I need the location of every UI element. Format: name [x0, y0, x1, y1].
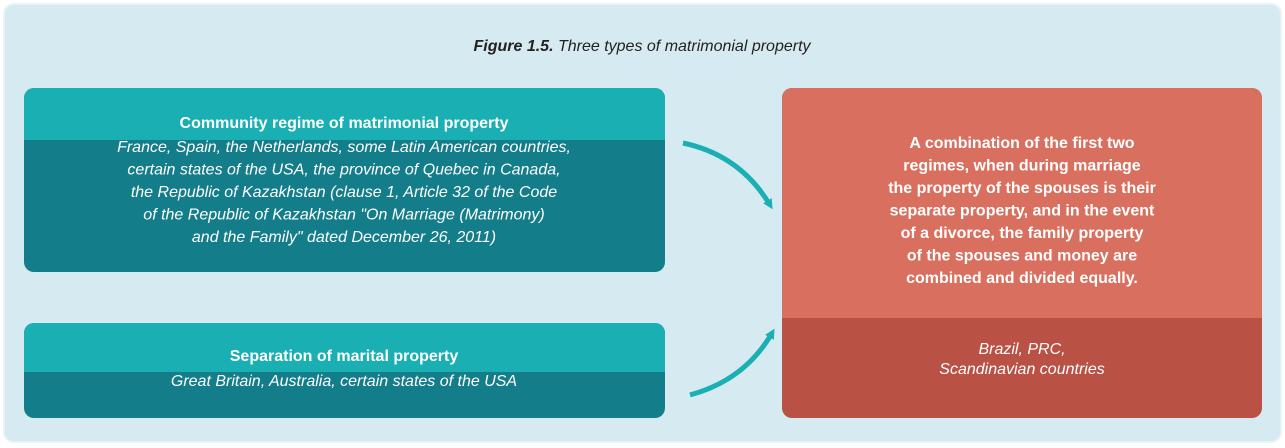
box-text: France, Spain, the Netherlands, some Lat… — [117, 139, 571, 156]
figure-text: Three types of matrimonial property — [558, 38, 812, 55]
box-text: the Republic of Kazakhstan (clause 1, Ar… — [131, 184, 557, 201]
box-2 — [24, 323, 665, 418]
arrow — [682, 140, 773, 210]
box-title: regimes, when during marriage — [903, 158, 1141, 175]
box-text: Brazil, PRC, — [978, 341, 1065, 358]
box-text: Scandinavian countries — [939, 361, 1104, 378]
box-text: and the Family" dated December 26, 2011) — [192, 229, 496, 246]
box-title: separate property, and in the event — [890, 203, 1155, 220]
box-title: Separation of marital property — [230, 348, 459, 365]
box-text: Great Britain, Australia, certain states… — [171, 373, 517, 390]
box-text: certain states of the USA, the province … — [127, 162, 560, 179]
box-text: of the Republic of Kazakhstan "On Marria… — [143, 207, 544, 224]
box-title: Community regime of matrimonial property — [180, 115, 509, 132]
box-title: of a divorce, the family property — [901, 225, 1144, 242]
box-1 — [24, 88, 665, 272]
box-title: the property of the spouses is their — [888, 180, 1156, 197]
figure-title: Figure 1.5. Three types of matrimonial p… — [473, 38, 811, 55]
box-title: of the spouses and money are — [907, 248, 1137, 265]
box-3 — [782, 88, 1262, 418]
box-title: combined and divided equally. — [906, 270, 1138, 287]
arrow — [689, 328, 775, 398]
box-title: A combination of the first two — [909, 135, 1134, 152]
figure-label: Figure 1.5. — [473, 38, 553, 55]
